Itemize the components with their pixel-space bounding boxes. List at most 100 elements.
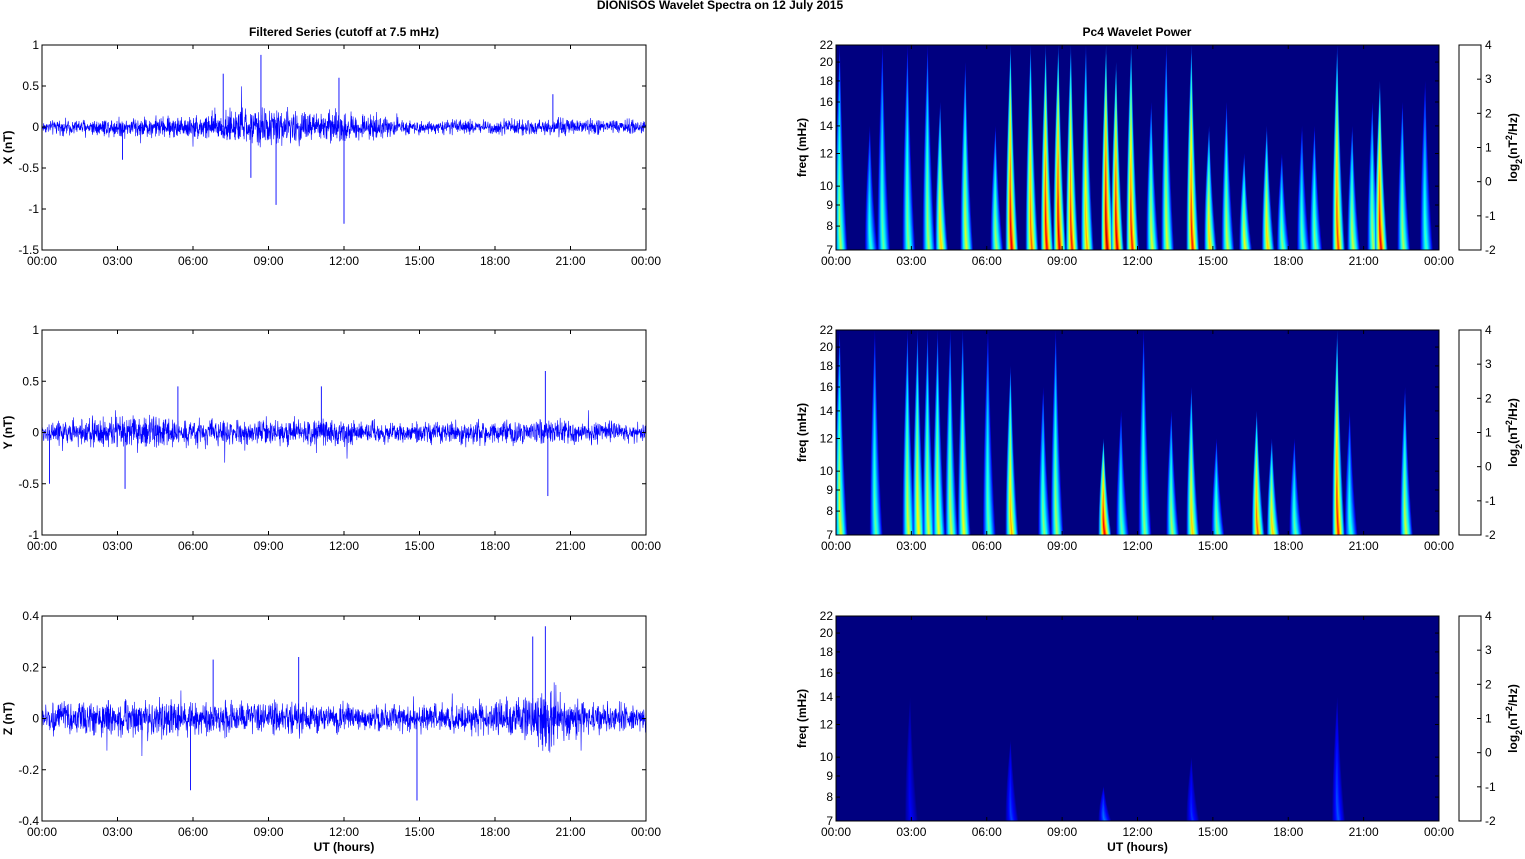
colorbar-label: log2(nT2/Hz) (1504, 684, 1524, 753)
y-tick-label: 8 (826, 790, 833, 804)
wavelet-burst (1336, 473, 1340, 535)
x-tick-label: 06:00 (972, 254, 1002, 268)
wavelet-burst (839, 188, 842, 250)
x-tick-label: 00:00 (821, 539, 851, 553)
x-tick-label: 15:00 (404, 539, 434, 553)
colorbar-tick-label: 4 (1485, 609, 1492, 623)
wavelet-burst (874, 473, 877, 535)
wavelet-burst (926, 188, 930, 250)
wavelet-burst (1102, 810, 1106, 821)
wavelet-burst (1009, 796, 1013, 821)
x-tick-label: 00:00 (821, 254, 851, 268)
x-tick-label: 06:00 (178, 254, 208, 268)
timeseries-panel-y: 1 0.5 0 -0.5 -1 Y (nT) 00:00 03:00 06:00 09:00 12:… (1, 323, 661, 553)
wavelet-burst (1150, 205, 1154, 250)
x-tick-label: 15:00 (1198, 539, 1228, 553)
y-tick-label: 18 (820, 359, 834, 373)
x-tick-label: 09:00 (253, 254, 283, 268)
x-tick-label: 12:00 (1122, 254, 1152, 268)
figure-suptitle: DIONISOS Wavelet Spectra on 12 July 2015 (597, 0, 844, 12)
x-tick-label: 00:00 (631, 539, 661, 553)
y-tick-label: 0.5 (22, 374, 39, 388)
x-tick-label: 09:00 (1047, 539, 1077, 553)
y-tick-label: 9 (826, 198, 833, 212)
y-tick-label: 22 (820, 323, 834, 337)
wavelet-burst (1281, 221, 1285, 250)
x-tick-label: 12:00 (329, 254, 359, 268)
x-axis-label: UT (hours) (314, 840, 375, 854)
y-tick-label: 22 (820, 609, 834, 623)
colorbar-tick-label: 3 (1485, 72, 1492, 86)
timeseries-panel-z: 0.4 0.2 0 -0.2 -0.4 Z (nT) 00:00 03:00 06:00 09:0… (1, 609, 661, 854)
x-tick-label: 00:00 (1424, 825, 1454, 839)
right-column-title: Pc4 Wavelet Power (1083, 25, 1192, 39)
x-tick-label: 09:00 (1047, 254, 1077, 268)
y-tick-label: 16 (820, 95, 834, 109)
x-axis-label: UT (hours) (1107, 840, 1168, 854)
heatmap-background (836, 616, 1439, 821)
wavelet-burst (1009, 484, 1013, 535)
x-tick-label: 06:00 (178, 825, 208, 839)
x-tick-label: 00:00 (27, 825, 57, 839)
x-tick-label: 09:00 (253, 539, 283, 553)
x-tick-label: 00:00 (631, 254, 661, 268)
wavelet-burst (1336, 783, 1340, 821)
wavelet-burst (881, 188, 885, 250)
wavelet-burst (1165, 188, 1169, 250)
y-tick-label: 1 (32, 323, 39, 337)
y-tick-label: 0 (32, 712, 39, 726)
y-tick-label: 10 (820, 464, 834, 478)
x-tick-label: 21:00 (555, 539, 585, 553)
y-tick-label: 1 (32, 38, 39, 52)
y-tick-label: 18 (820, 645, 834, 659)
wavelet-burst (1085, 188, 1089, 250)
wavelet-burst (1313, 212, 1317, 250)
heatmap-cells (836, 616, 1439, 821)
wavelet-burst (1349, 497, 1352, 535)
x-tick-label: 18:00 (1273, 825, 1303, 839)
wavelet-burst (1190, 490, 1194, 535)
x-tick-label: 09:00 (253, 825, 283, 839)
x-tick-label: 18:00 (480, 825, 510, 839)
y-tick-label: 20 (820, 340, 834, 354)
wavelet-burst (1215, 506, 1219, 535)
y-tick-label: 0 (32, 426, 39, 440)
colorbar-tick-label: 1 (1485, 426, 1492, 440)
timeseries-panel-x: 1 0.5 0 -0.5 -1 -1.5 X (nT) 00:00 03:00 06:00 09:0… (1, 38, 661, 268)
wavelet-burst (1424, 199, 1428, 250)
wavelet-burst (1143, 473, 1146, 535)
colorbar-tick-label: -1 (1485, 780, 1496, 794)
y-tick-label: 12 (820, 147, 834, 161)
colorbar-tick-label: 0 (1485, 746, 1492, 760)
wavelet-burst (1029, 188, 1033, 250)
wavelet-burst (1266, 212, 1269, 250)
x-tick-label: 12:00 (1122, 825, 1152, 839)
wavelet-burst (1271, 506, 1274, 535)
wavelet-burst (964, 193, 968, 250)
y-tick-label: 22 (820, 38, 834, 52)
x-tick-label: 15:00 (404, 825, 434, 839)
wavelet-burst (1301, 212, 1305, 250)
colorbar-tick-label: -2 (1485, 814, 1496, 828)
y-tick-label: 0.2 (22, 660, 39, 674)
x-tick-label: 03:00 (102, 254, 132, 268)
wavelet-burst (939, 205, 943, 250)
wavelet-burst (1055, 473, 1058, 535)
y-tick-label: 20 (820, 626, 834, 640)
x-tick-label: 18:00 (1273, 539, 1303, 553)
x-tick-label: 03:00 (102, 825, 132, 839)
x-tick-label: 06:00 (178, 539, 208, 553)
wavelet-burst (906, 473, 910, 535)
wavelet-burst (1225, 205, 1229, 250)
x-tick-label: 21:00 (555, 254, 585, 268)
y-axis-label: freq (mHz) (795, 403, 809, 462)
y-tick-label: 9 (826, 483, 833, 497)
heatmap-cells (836, 330, 1439, 535)
y-tick-label: 14 (820, 690, 834, 704)
wavelet-burst (987, 473, 991, 535)
wavelet-burst (1120, 497, 1124, 535)
wavelet-burst (1190, 801, 1194, 821)
y-axis-label: Z (nT) (1, 702, 15, 735)
